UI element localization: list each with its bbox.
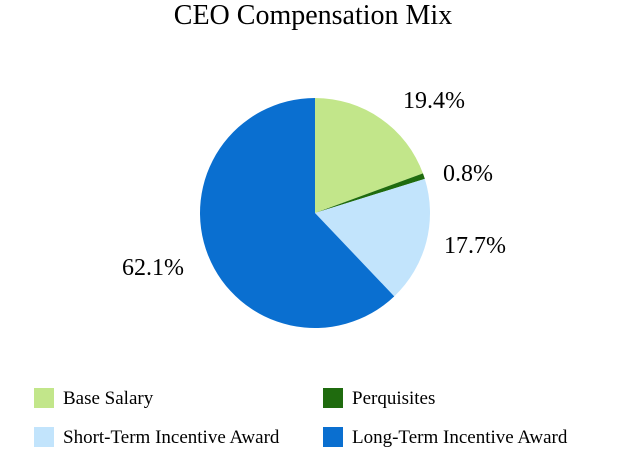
pie-slice-short-term-incentive-award [315,178,431,297]
legend: Base Salary Perquisites Short-Term Incenti… [34,388,568,448]
pie-slices [200,98,431,328]
legend-swatch-short-term-incentive-award [34,427,54,447]
slice-label-long-term-incentive-award: 62.1% [122,255,184,281]
legend-swatch-perquisites [323,388,343,408]
legend-label-base-salary: Base Salary [63,388,154,409]
slice-label-perquisites: 0.8% [443,161,493,187]
slice-label-base-salary: 19.4% [403,88,465,114]
slice-labels: 19.4% 0.8% 17.7% 62.1% [122,88,506,281]
legend-label-long-term-incentive-award: Long-Term Incentive Award [352,427,568,448]
slice-label-short-term-incentive-award: 17.7% [444,233,506,259]
legend-label-short-term-incentive-award: Short-Term Incentive Award [63,427,280,448]
pie-slice-long-term-incentive-award [200,98,395,328]
pie-slice-base-salary [315,98,423,213]
legend-swatch-long-term-incentive-award [323,427,343,447]
legend-label-perquisites: Perquisites [352,388,435,409]
chart-title: CEO Compensation Mix [174,0,452,31]
pie-slice-perquisites [315,173,425,213]
legend-swatch-base-salary [34,388,54,408]
